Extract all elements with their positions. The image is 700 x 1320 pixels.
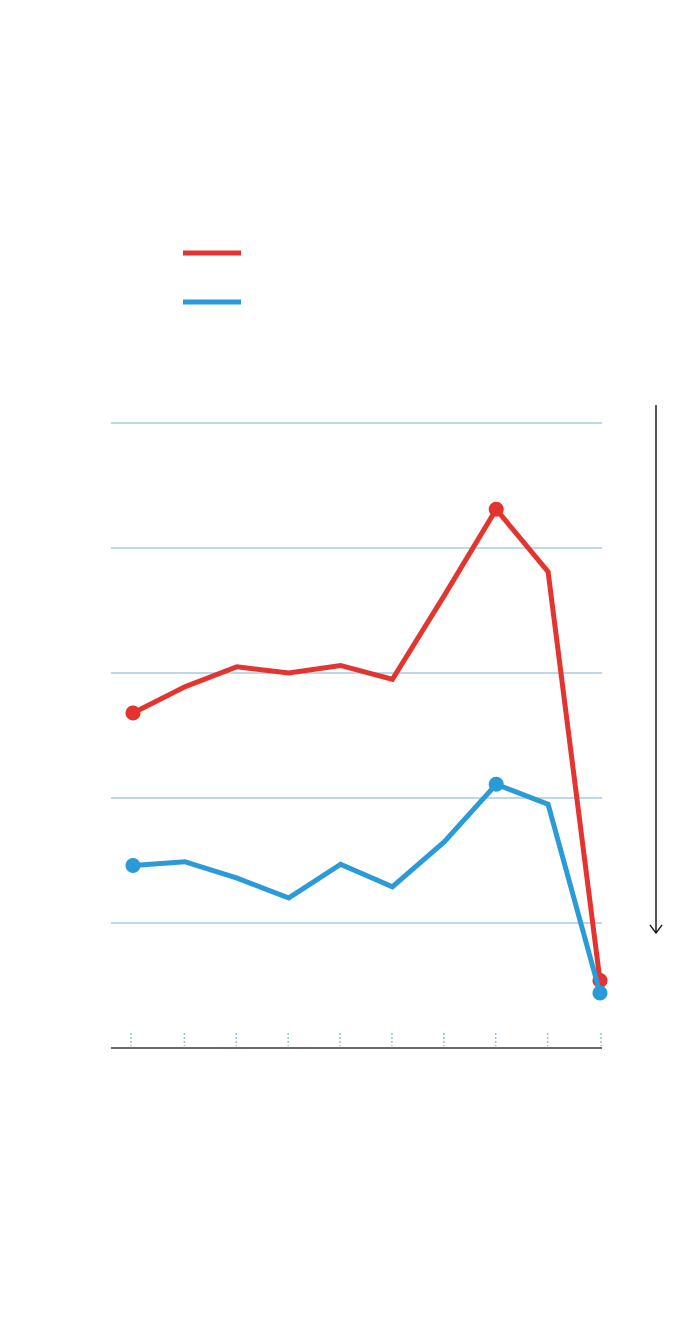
series-line-blue — [132, 781, 603, 994]
series-line-red — [131, 504, 603, 981]
x-axis-ticks — [130, 1033, 602, 1046]
series-group — [125, 501, 608, 1001]
legend — [183, 250, 241, 305]
gridlines — [111, 422, 602, 924]
data-point-marker — [125, 705, 141, 721]
data-point-marker — [125, 858, 141, 873]
data-point-marker — [592, 985, 608, 1001]
data-point-marker — [488, 776, 504, 792]
down-arrow-icon — [649, 405, 663, 935]
data-point-marker — [488, 501, 504, 517]
